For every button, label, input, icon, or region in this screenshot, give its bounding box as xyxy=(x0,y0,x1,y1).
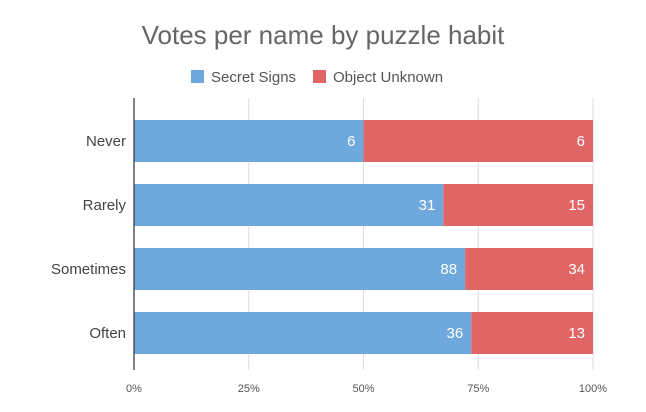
chart-title: Votes per name by puzzle habit xyxy=(142,20,506,50)
data-label-often-series-1: 36 xyxy=(447,325,464,342)
data-label-rarely-series-2: 15 xyxy=(568,197,585,214)
data-label-often-series-2: 13 xyxy=(568,325,585,342)
legend: Secret Signs Object Unknown xyxy=(191,69,443,86)
axes: Never Rarely Sometimes Often 0% 25% 50% 75% 100% xyxy=(51,98,607,395)
legend-swatch-2 xyxy=(313,70,326,83)
x-tick-label-4: 75% xyxy=(467,383,489,395)
bar-rarely-series-2 xyxy=(443,184,593,226)
data-label-never-series-2: 6 xyxy=(577,133,585,150)
legend-label-1: Secret Signs xyxy=(211,69,296,86)
category-label-never: Never xyxy=(86,133,126,150)
bars: 6 6 31 15 88 34 36 13 xyxy=(134,120,593,354)
legend-swatch-1 xyxy=(191,70,204,83)
data-label-rarely-series-1: 31 xyxy=(419,197,436,214)
bar-never-series-2 xyxy=(363,120,593,162)
bar-never-series-1 xyxy=(134,120,364,162)
bar-sometimes-series-2 xyxy=(465,248,593,290)
x-tick-label-5: 100% xyxy=(579,383,607,395)
category-label-rarely: Rarely xyxy=(83,197,127,214)
bar-often-series-2 xyxy=(471,312,593,354)
x-tick-label-1: 0% xyxy=(126,383,142,395)
legend-label-2: Object Unknown xyxy=(333,69,443,86)
x-tick-label-3: 50% xyxy=(352,383,374,395)
category-label-sometimes: Sometimes xyxy=(51,261,126,278)
data-label-sometimes-series-1: 88 xyxy=(440,261,457,278)
category-label-often: Often xyxy=(89,325,126,342)
data-label-never-series-1: 6 xyxy=(347,133,355,150)
x-tick-label-2: 25% xyxy=(238,383,260,395)
data-label-sometimes-series-2: 34 xyxy=(568,261,585,278)
bar-rarely-series-1 xyxy=(134,184,444,226)
bar-sometimes-series-1 xyxy=(134,248,466,290)
bar-often-series-1 xyxy=(134,312,472,354)
